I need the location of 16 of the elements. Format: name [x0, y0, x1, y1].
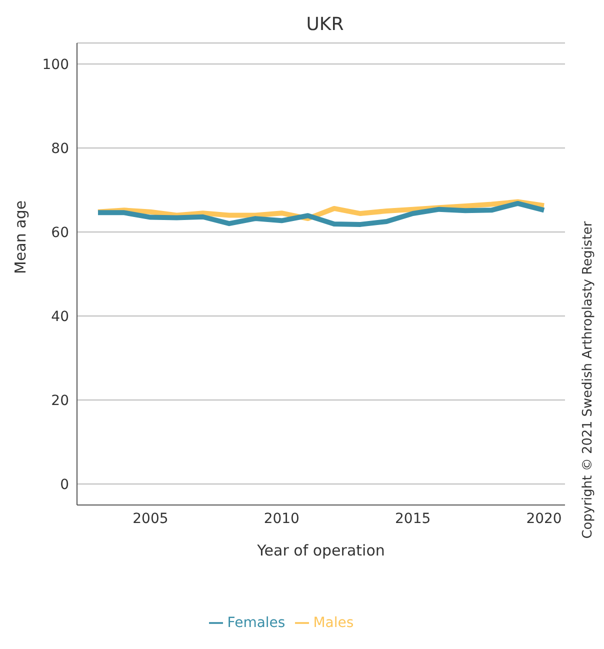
chart-title: UKR: [305, 14, 345, 35]
y-tick-label: 0: [60, 476, 69, 493]
x-tick-label: 2010: [264, 510, 300, 527]
legend-label: Males: [313, 615, 354, 631]
text: Copyright © 2021 Swedish Arthroplasty Register: [580, 221, 596, 539]
x-axis-title: Year of operation: [256, 542, 385, 560]
y-axis-title: Mean age: [11, 200, 30, 274]
y-tick-label: 40: [51, 308, 69, 325]
y-tick-label: 100: [42, 56, 69, 73]
legend-label: Females: [227, 615, 286, 631]
x-tick-label: 2015: [395, 510, 431, 527]
y-tick-label: 80: [51, 140, 69, 157]
y-tick-label: 60: [51, 224, 69, 241]
x-tick-label: 2020: [526, 510, 562, 527]
x-tick-label: 2005: [132, 510, 168, 527]
y-tick-label: 20: [51, 392, 69, 409]
